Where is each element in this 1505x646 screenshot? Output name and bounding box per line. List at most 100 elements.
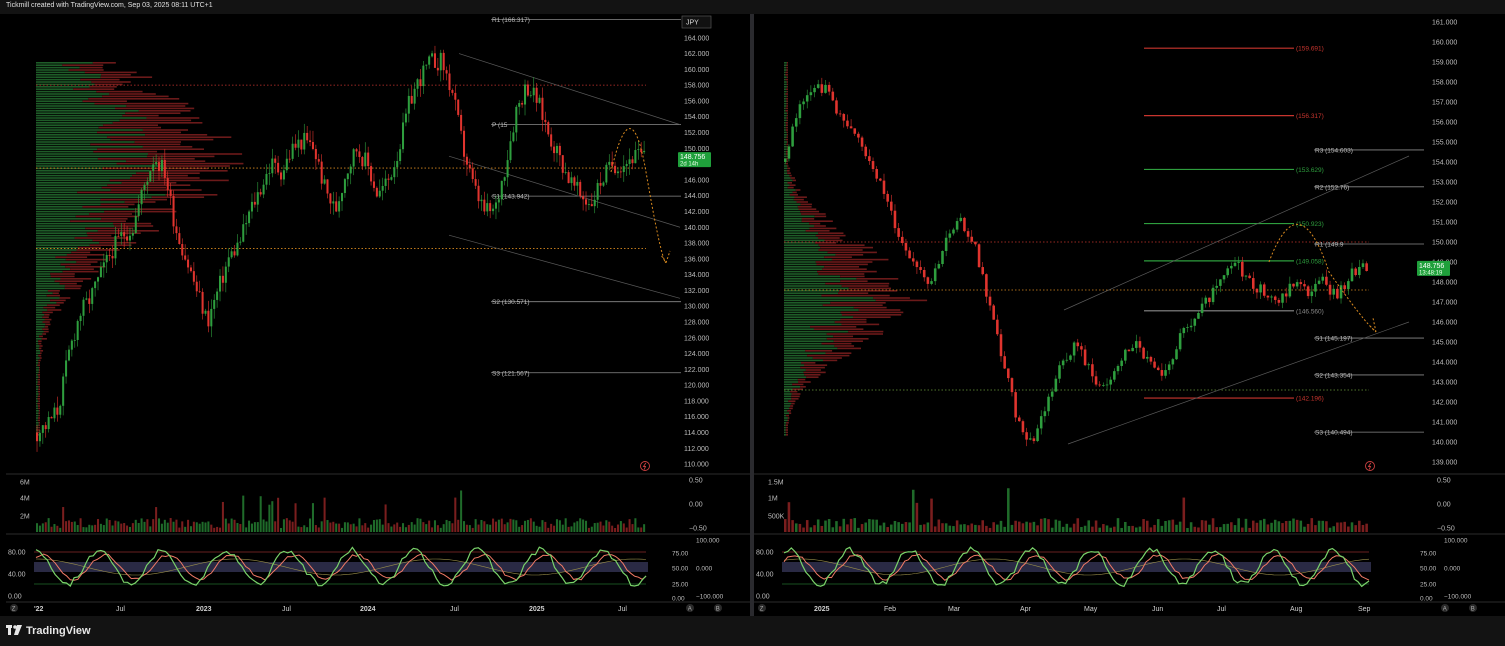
volume-bar (857, 527, 860, 532)
pivot-label: R3 (154.603) (1315, 147, 1353, 154)
volume-bar (1153, 524, 1156, 532)
candle-body (602, 182, 605, 186)
auto-scale-button[interactable] (686, 604, 694, 612)
volume-profile-bar (784, 395, 792, 398)
volume-bar (442, 524, 445, 532)
volume-profile-bar (785, 424, 788, 426)
candle-body (134, 215, 137, 234)
volume-bar (108, 520, 111, 532)
volume-profile-bar (36, 222, 113, 225)
candle-body (1200, 303, 1204, 314)
volume-bar (128, 526, 131, 532)
volume-bar (911, 489, 915, 532)
volume-bar (85, 527, 88, 532)
volume-bar (67, 520, 70, 532)
volume-bar (1219, 527, 1222, 532)
volume-bar (280, 527, 283, 532)
volume-bar (1248, 527, 1251, 532)
volume-profile-bar (85, 227, 133, 230)
volume-bar (297, 526, 300, 532)
candle-body (457, 99, 460, 115)
volume-bar (521, 525, 524, 532)
volume-profile-bar (784, 194, 790, 196)
candle-body (250, 201, 253, 212)
volume-bar (56, 525, 59, 532)
lightning-icon[interactable] (640, 461, 650, 471)
volume-profile-bar (787, 410, 791, 412)
volume-bar (1036, 525, 1039, 532)
volume-profile-bar (784, 213, 802, 215)
volume-profile-bar (786, 90, 788, 93)
volume-profile-bar (151, 196, 205, 198)
timezone-button[interactable] (758, 604, 766, 612)
left-chart-canvas[interactable]: 164.000162.000160.000158.000156.000154.0… (6, 14, 750, 616)
candle-body (1109, 379, 1112, 385)
time-axis-label: Apr (1020, 606, 1032, 613)
tradingview-logo[interactable]: TradingView (6, 625, 91, 637)
volume-bar (1252, 520, 1255, 532)
volume-profile-bar (36, 376, 39, 378)
candle-body (338, 201, 341, 212)
timezone-button[interactable] (10, 604, 18, 612)
projection-arc (610, 128, 671, 264)
right-chart-panel[interactable]: 161.000 160.000 159.000 158.000 157.000 156.0… (754, 14, 1505, 616)
log-scale-button-label: B (716, 607, 720, 613)
volume-profile-bar (784, 112, 787, 114)
panel-divider[interactable] (750, 14, 754, 616)
volume-profile-bar (784, 326, 811, 328)
stochastic-slow-line (35, 558, 647, 576)
volume-profile-bar (38, 426, 40, 429)
volume-bar (413, 524, 416, 532)
volume-profile-bar (785, 426, 788, 429)
volume-profile-bar (784, 350, 806, 352)
volume-bar (553, 525, 556, 532)
volume-profile-bar (36, 328, 43, 330)
candle-body (838, 113, 842, 115)
volume-bar (1091, 526, 1094, 532)
volume-bar (1164, 520, 1167, 532)
volume-profile-bar (784, 74, 786, 76)
log-scale-button[interactable] (714, 604, 722, 612)
volume-profile-bar (784, 352, 826, 354)
candle-body (1204, 297, 1208, 304)
right-chart-canvas[interactable]: 161.000160.000159.000158.000157.000156.0… (754, 14, 1505, 616)
volume-profile-bar (36, 278, 61, 280)
candle-body (224, 266, 227, 283)
candle-body (816, 84, 820, 88)
currency-badge[interactable] (681, 15, 712, 29)
candle-body (169, 189, 172, 196)
candle-body (573, 177, 576, 186)
candle-body (431, 53, 434, 57)
volume-profile-bar (66, 254, 105, 256)
log-scale-button[interactable] (1469, 604, 1477, 612)
volume-profile-bar (38, 417, 40, 419)
stochastic-axis-label-right: 50.00 (672, 566, 689, 573)
candle-body (1208, 297, 1211, 303)
volume-bar (1102, 524, 1105, 532)
auto-scale-button[interactable] (1441, 604, 1449, 612)
volume-bar (317, 527, 320, 532)
time-axis-label: Jul (450, 606, 459, 613)
volume-profile-bar (787, 419, 789, 422)
left-chart-panel[interactable]: 164.000 162.000 160.000 158.000 156.000 154.0… (6, 14, 750, 616)
volume-profile-bar (43, 306, 56, 309)
volume-profile-bar (36, 261, 77, 263)
volume-profile-bar (145, 134, 208, 136)
volume-profile-bar (82, 206, 129, 208)
volume-profile-bar (100, 198, 168, 201)
volume-profile-bar (784, 230, 806, 232)
volume-axis-label: 500K (768, 514, 785, 521)
volume-profile-bar (36, 285, 65, 287)
volume-bar (221, 501, 224, 532)
volume-bar (1317, 520, 1321, 532)
volume-profile-bar (786, 141, 788, 143)
candle-body (76, 321, 79, 340)
volume-profile-bar (784, 268, 823, 270)
candle-body (381, 185, 384, 191)
lightning-icon-glyph (1367, 462, 1372, 470)
volume-profile-bar (36, 196, 152, 198)
lightning-icon[interactable] (1365, 461, 1375, 471)
volume-bar (996, 524, 999, 532)
volume-profile-bar (815, 261, 873, 263)
candle-body (166, 177, 169, 190)
